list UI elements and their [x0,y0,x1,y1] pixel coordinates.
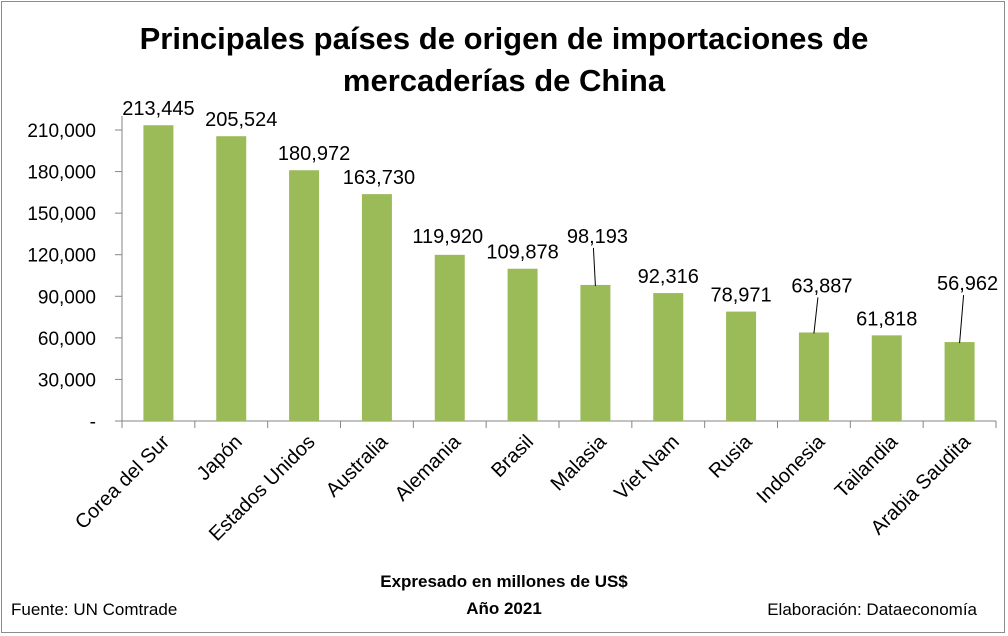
bar [653,293,684,421]
data-label: 92,316 [638,266,699,288]
data-label: 78,971 [710,285,771,307]
data-label-leader [592,247,596,286]
category-label: Rusia [705,430,757,482]
bar [216,136,247,421]
bar [289,170,320,421]
bar [434,254,465,421]
y-tick-label: 120,000 [27,246,96,267]
data-label: 205,524 [205,109,277,131]
chart-title: Principales países de origen de importac… [0,18,1008,102]
data-label: 213,445 [122,98,194,120]
chart-title-line-1: Principales países de origen de importac… [139,21,869,56]
bar [871,335,902,421]
y-tick-label: 90,000 [38,287,96,308]
y-tick-label: 30,000 [38,370,96,391]
y-tick-label: 180,000 [27,163,96,184]
data-label: 119,920 [412,226,483,248]
category-label: Malasia [547,430,612,495]
category-label: Brasil [487,431,538,482]
bar [798,332,829,421]
data-label: 56,962 [937,273,998,295]
bar [944,342,975,421]
category-label: Corea del Sur [71,431,174,534]
data-label: 61,818 [856,308,917,330]
data-label-leader [959,295,965,344]
category-label: Japón [193,431,247,485]
data-label: 163,730 [343,167,415,189]
chart-title-line-2: mercaderías de China [342,63,666,98]
data-label: 109,878 [486,242,558,264]
data-label-leader [813,297,819,334]
data-label: 180,972 [278,143,350,165]
y-tick-label: 60,000 [38,329,96,350]
x-axis-label-year: Año 2021 [466,599,542,618]
y-tick-label: 210,000 [27,121,96,142]
category-label: Indonesia [753,430,831,508]
data-label: 63,887 [791,275,852,297]
bar [726,311,757,421]
credit-note: Elaboración: Dataeconomía [767,600,977,619]
bar [361,194,392,421]
y-tick-label: - [90,412,96,433]
bar [580,284,611,421]
data-label: 98,193 [567,226,628,248]
source-note: Fuente: UN Comtrade [11,600,178,619]
category-label: Tailandia [831,430,903,502]
category-label: Alemania [391,430,466,505]
x-axis-label-units: Expresado en millones de US$ [380,572,628,591]
y-tick-label: 150,000 [27,204,96,225]
category-label: Australia [322,430,393,501]
bar [143,125,174,422]
category-label: Viet Nam [610,431,683,504]
bar [507,268,538,421]
